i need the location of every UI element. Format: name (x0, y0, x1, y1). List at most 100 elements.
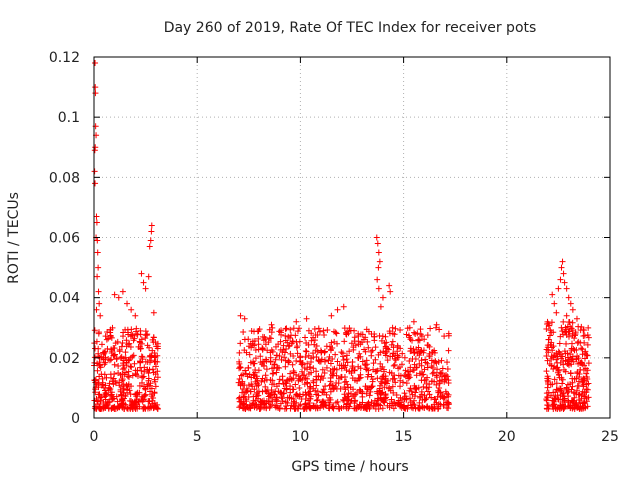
data-point (286, 358, 293, 365)
data-point (242, 367, 249, 374)
data-point (382, 333, 389, 340)
data-point (255, 392, 262, 399)
data-point (107, 371, 114, 378)
data-point (323, 343, 330, 350)
data-point (314, 388, 321, 395)
data-point (117, 371, 124, 378)
data-point (384, 357, 391, 364)
data-point (345, 397, 352, 404)
data-point (359, 339, 366, 346)
data-point (146, 398, 153, 405)
data-point (388, 396, 395, 403)
data-point (119, 340, 126, 347)
data-point (287, 350, 294, 357)
data-point (255, 346, 262, 353)
data-point (393, 391, 400, 398)
data-point (296, 354, 303, 361)
data-point (148, 357, 155, 364)
data-point (550, 400, 557, 407)
data-point (292, 391, 299, 398)
data-point (342, 362, 349, 369)
data-point (268, 347, 275, 354)
data-point (248, 374, 255, 381)
data-point (422, 356, 429, 363)
data-point (431, 378, 438, 385)
data-point (122, 369, 129, 376)
data-point (444, 359, 451, 366)
data-point (548, 356, 555, 363)
data-point (129, 353, 136, 360)
data-point (556, 404, 563, 411)
data-point (257, 398, 264, 405)
data-point (397, 383, 404, 390)
data-point (269, 370, 276, 377)
data-point (389, 338, 396, 345)
data-point (548, 362, 555, 369)
data-point (258, 399, 265, 406)
data-point (405, 375, 412, 382)
data-point (99, 381, 106, 388)
data-point (237, 382, 244, 389)
data-point (578, 390, 585, 397)
data-point (124, 386, 131, 393)
data-point (585, 360, 592, 367)
data-point (127, 333, 134, 340)
data-point (257, 353, 264, 360)
data-point (288, 376, 295, 383)
data-point (142, 386, 149, 393)
data-point (126, 374, 133, 381)
x-tick-label: 25 (601, 429, 619, 445)
data-point (564, 323, 571, 330)
x-tick-label: 10 (291, 429, 309, 445)
data-point (123, 382, 130, 389)
data-point (94, 273, 101, 280)
data-point (117, 388, 124, 395)
data-point (120, 355, 127, 362)
data-point (543, 326, 550, 333)
data-point (287, 383, 294, 390)
data-point (96, 329, 103, 336)
data-point (290, 386, 297, 393)
data-point (564, 389, 571, 396)
data-point (319, 389, 326, 396)
data-point (117, 354, 124, 361)
data-point (144, 342, 151, 349)
data-point (287, 370, 294, 377)
data-point (321, 399, 328, 406)
data-point (434, 405, 441, 412)
data-point (581, 332, 588, 339)
data-point (318, 373, 325, 380)
data-point (411, 382, 418, 389)
data-point (327, 367, 334, 374)
data-point (267, 392, 274, 399)
data-point (412, 356, 419, 363)
data-point (570, 390, 577, 397)
data-point (351, 327, 358, 334)
data-point (334, 306, 341, 313)
data-point (343, 403, 350, 410)
data-point (142, 285, 149, 292)
data-point (301, 364, 308, 371)
data-point (397, 401, 404, 408)
data-point (317, 358, 324, 365)
data-point (95, 391, 102, 398)
data-point (574, 387, 581, 394)
data-point (140, 279, 147, 286)
data-point (92, 180, 99, 187)
data-point (266, 398, 273, 405)
data-point (132, 312, 139, 319)
data-point (424, 332, 431, 339)
data-point (295, 405, 302, 412)
data-point (141, 368, 148, 375)
data-point (352, 405, 359, 412)
data-point (343, 378, 350, 385)
data-point (92, 60, 99, 67)
data-point (95, 288, 102, 295)
data-point (96, 403, 103, 410)
data-point (349, 392, 356, 399)
data-point (416, 352, 423, 359)
data-point (123, 359, 130, 366)
y-tick-label: 0.04 (49, 291, 80, 307)
data-point (320, 327, 327, 334)
